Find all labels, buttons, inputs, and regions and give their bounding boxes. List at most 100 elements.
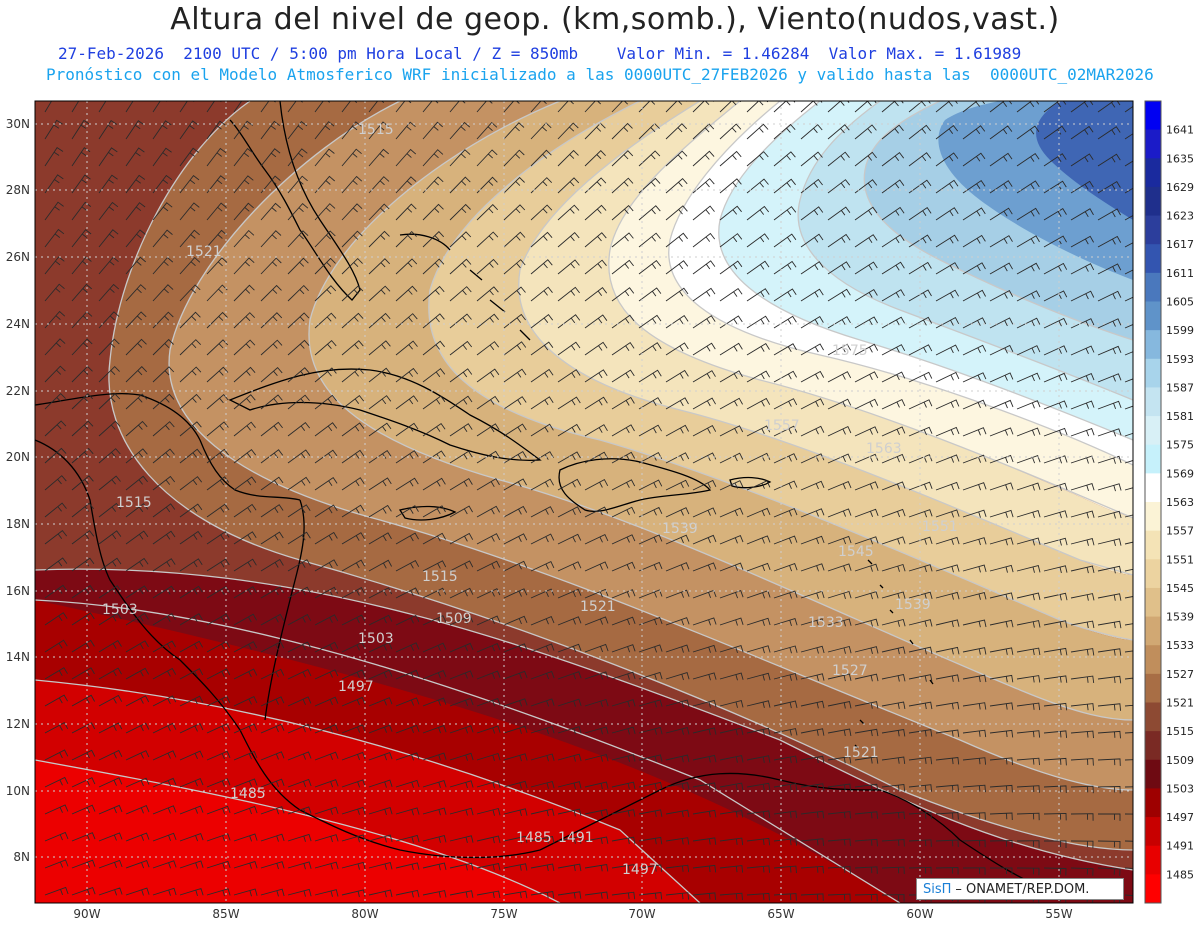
wind-barb: [1097, 703, 1122, 711]
wind-barb: [449, 697, 474, 707]
wind-barb: [827, 481, 852, 491]
wind-barb: [287, 806, 312, 815]
wind-barb: [1097, 675, 1122, 684]
wind-barb: [800, 206, 824, 221]
contour-label: 1563: [866, 441, 902, 457]
wind-barb: [1016, 207, 1040, 221]
lat-label: 30N: [6, 117, 30, 131]
wind-barb: [827, 563, 852, 572]
wind-barb: [989, 372, 1014, 383]
wind-barb: [44, 612, 68, 626]
wind-barb: [989, 482, 1014, 491]
wind-barb: [1097, 153, 1121, 167]
wind-barb: [638, 150, 661, 167]
wind-barb: [152, 229, 173, 248]
wind-barb: [476, 258, 499, 275]
wind-barb: [152, 393, 175, 410]
wind-barb: [989, 784, 1013, 793]
wind-barb: [1043, 317, 1068, 329]
wind-barb: [233, 339, 256, 356]
wind-barb: [800, 178, 823, 194]
wind-barb: [1070, 785, 1094, 794]
wind-barb: [422, 176, 444, 194]
contour-label: 1521: [186, 244, 222, 260]
wind-barb: [584, 671, 609, 680]
wind-barb: [233, 476, 257, 491]
wind-barb: [719, 342, 743, 356]
south-america-coast: [539, 772, 1061, 896]
wind-barb: [827, 398, 852, 410]
wind-barb: [1016, 180, 1040, 194]
wind-barb: [611, 726, 636, 735]
colorbar-swatch: [1145, 244, 1161, 274]
wind-barb: [71, 420, 94, 437]
wind-barb: [827, 261, 851, 275]
wind-barb: [476, 780, 501, 789]
wind-barb: [800, 398, 825, 410]
wind-barb: [530, 506, 555, 518]
wind-barb: [503, 286, 526, 302]
wind-barb: [287, 888, 312, 897]
wind-barb: [1016, 262, 1040, 275]
wind-barb: [233, 448, 257, 464]
wind-barb: [1016, 345, 1041, 356]
wind-barb: [719, 590, 744, 599]
wind-barb: [1124, 296, 1133, 302]
wind-barb: [881, 618, 906, 627]
wind-barb: [638, 781, 663, 790]
wind-barb: [98, 667, 122, 680]
lat-label: 26N: [6, 250, 30, 264]
wind-barb: [1124, 704, 1133, 707]
wind-barb: [800, 370, 825, 383]
wind-barb: [1070, 290, 1095, 302]
wind-barb: [530, 863, 555, 871]
wind-barb: [800, 618, 825, 627]
wind-barb: [1043, 867, 1067, 876]
lat-label: 20N: [6, 450, 30, 464]
wind-barb: [503, 341, 527, 356]
wind-barb: [746, 342, 770, 356]
wind-barb: [314, 121, 335, 140]
wind-barb: [260, 696, 285, 707]
wind-barb: [44, 174, 64, 194]
wind-barb: [314, 394, 337, 410]
colorbar-swatch: [1145, 587, 1161, 618]
wind-barb: [206, 311, 228, 329]
wind-barb: [611, 864, 636, 872]
wind-barb: [395, 395, 419, 410]
wind-barb: [1043, 510, 1068, 519]
wind-barb: [773, 101, 796, 113]
puerto-rico-coast: [729, 476, 772, 489]
wind-barb: [233, 723, 258, 734]
wind-barb: [422, 258, 445, 275]
wind-barb: [260, 558, 284, 572]
wind-barb: [206, 613, 230, 626]
wind-barb: [638, 616, 663, 626]
wind-barb: [422, 890, 447, 898]
contour-label-layer: 1515 1521 1515 1503 1515 1509 1503 1497 …: [102, 122, 958, 878]
wind-barb: [1124, 867, 1133, 869]
wind-barb: [773, 453, 798, 464]
wind-barb: [935, 784, 960, 792]
wind-barb: [827, 206, 851, 221]
wind-barb: [1097, 101, 1121, 113]
wind-barb: [422, 313, 445, 329]
wind-barb: [125, 832, 150, 842]
wind-barb: [908, 261, 932, 275]
wind-barb: [287, 613, 312, 626]
wind-barb: [773, 865, 797, 874]
wind-barb: [368, 614, 393, 626]
colorbar-level-label: 1599: [1166, 324, 1194, 337]
wind-barb: [152, 722, 177, 734]
wind-barb: [962, 839, 986, 848]
lat-label: 18N: [6, 517, 30, 531]
wind-barb: [530, 259, 553, 275]
wind-barb: [422, 587, 447, 599]
wind-barb: [584, 232, 607, 248]
wind-barb: [908, 536, 933, 545]
wind-barb: [287, 257, 309, 275]
wind-barb: [962, 619, 987, 628]
wind-barb: [395, 642, 420, 653]
wind-barb: [1097, 318, 1122, 329]
wind-barb: [611, 616, 636, 626]
